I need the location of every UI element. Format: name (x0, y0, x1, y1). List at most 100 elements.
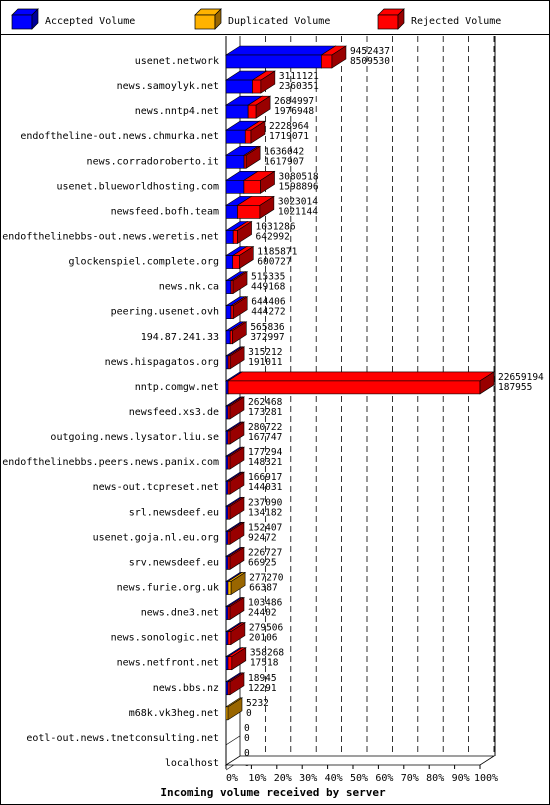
rejected-bar (230, 271, 249, 295)
rejected-bar (251, 70, 276, 94)
total-value-label: 5232 (246, 698, 269, 709)
accepted-bar-front (225, 104, 249, 119)
accepted-value-label: 600727 (257, 257, 291, 268)
total-value-label: 2684997 (274, 96, 314, 107)
total-value-label: 177294 (248, 447, 283, 458)
duplicated-bar (224, 697, 244, 721)
accepted-bar-front (225, 230, 234, 244)
rejected-bar-side (238, 246, 254, 270)
accepted-bar-top (224, 45, 337, 56)
category-label: news-out.tcpreset.net (93, 482, 219, 493)
rejected-bar-side (229, 346, 245, 370)
total-value-label: 1185871 (257, 247, 297, 258)
total-value-label: 103486 (248, 598, 283, 609)
rejected-bar (226, 446, 246, 470)
rejected-bar (226, 672, 246, 696)
accepted-bar-front (225, 54, 322, 69)
rejected-bar-front (243, 180, 261, 194)
legend-label: Duplicated Volume (228, 16, 330, 27)
legend: Accepted Volume Duplicated Volume Rejected… (11, 8, 501, 30)
accepted-value-label: 144031 (248, 482, 283, 493)
rejected-bar-side (259, 195, 275, 219)
accepted-value-label: 1021144 (278, 206, 318, 217)
rejected-bar-side (260, 70, 276, 94)
rejected-bar-front (230, 305, 234, 320)
rejected-bar-front (237, 205, 261, 219)
total-value-label: 226727 (248, 547, 282, 558)
accepted-value-label: 191011 (248, 357, 283, 368)
accepted-bar-front (225, 305, 232, 320)
x-axis-title: Incoming volume received by server (160, 786, 386, 799)
rejected-bar (226, 622, 246, 646)
total-value-label: 2228964 (269, 121, 309, 132)
accepted-value-label: 66925 (248, 557, 277, 568)
rejected-bar-side (229, 421, 245, 445)
category-label: endofthelinebbs-out.news.weretis.net (2, 231, 219, 242)
rejected-bar (226, 521, 246, 545)
category-label: news.furie.org.uk (117, 582, 219, 593)
accepted-value-label: 372997 (250, 332, 284, 343)
category-label: news.dne3.net (141, 608, 219, 619)
rejected-bar-side (229, 596, 245, 621)
accepted-value-label: 12291 (248, 683, 277, 694)
legend-label: Accepted Volume (45, 16, 135, 27)
rejected-bar (226, 546, 246, 570)
x-tick-label: 60% (375, 773, 393, 784)
rejected-bar (236, 195, 275, 219)
rejected-bar (226, 471, 246, 495)
total-value-label: 3111121 (279, 71, 319, 82)
legend-item: Accepted Volume (11, 8, 135, 30)
category-label: news.nntp4.net (135, 106, 219, 117)
category-label: newsfeed.bofh.team (111, 206, 219, 217)
total-value-label: 315212 (248, 347, 282, 358)
rejected-bar-side (229, 471, 245, 495)
rejected-bar (247, 95, 272, 119)
x-tick-label: 100% (474, 773, 498, 784)
category-label: 194.87.241.33 (141, 332, 219, 343)
x-tick-label: 80% (426, 773, 444, 784)
x-tick-label: 20% (274, 773, 292, 784)
legend-swatch-side (397, 8, 405, 30)
legend-label: Rejected Volume (411, 16, 501, 27)
rejected-bar (231, 246, 255, 270)
rejected-bar-side (229, 546, 245, 570)
rejected-bar (229, 321, 248, 345)
category-label: newsfeed.xs3.de (129, 407, 219, 418)
accepted-value-label: 642992 (256, 231, 290, 242)
accepted-value-label: 8509530 (350, 56, 390, 67)
category-label: news.corradoroberto.it (87, 156, 219, 167)
category-label: news.sonologic.net (111, 633, 219, 644)
x-tick-label: 0% (226, 773, 238, 784)
duplicated-bar-side (227, 697, 243, 721)
x-axis: 0% 10% 20% 30% 40% 50% 60% 70% 80% 90% 100% (224, 755, 498, 784)
accepted-value-label: 187955 (498, 382, 532, 393)
category-label: news.bbs.nz (153, 683, 219, 694)
rejected-bar-side (229, 396, 245, 420)
category-label: news.netfront.net (117, 658, 219, 669)
rejected-bar (242, 170, 276, 194)
accepted-value-label: 66387 (249, 582, 278, 593)
x-tick-label: 50% (350, 773, 368, 784)
category-label: srv.newsdeef.eu (129, 557, 219, 568)
rejected-bar (320, 45, 347, 69)
duplicated-bar (226, 571, 247, 596)
accepted-bar-front (225, 255, 234, 269)
rejected-bar-side (229, 446, 245, 470)
category-label: eotl-out.news.tnetconsulting.net (26, 733, 219, 744)
rejected-bar-side (229, 672, 245, 696)
accepted-value-label: 1617907 (264, 156, 304, 167)
rejected-bar-side (231, 647, 247, 671)
accepted-value-label: 444272 (251, 307, 285, 318)
x-tick-label: 30% (299, 773, 317, 784)
accepted-value-label: 0 (244, 733, 250, 744)
accepted-bar-front (225, 180, 245, 194)
rejected-bar-top (227, 371, 496, 382)
accepted-value-label: 2360351 (279, 81, 319, 92)
rejected-bar-front (247, 104, 257, 119)
category-label: usenet.network (135, 56, 219, 67)
legend-item: Rejected Volume (377, 8, 501, 30)
total-value-label: 3023014 (278, 196, 318, 207)
legend-item: Duplicated Volume (194, 8, 330, 30)
accepted-value-label: 1598896 (279, 181, 319, 192)
rejected-bar-side (232, 296, 248, 320)
